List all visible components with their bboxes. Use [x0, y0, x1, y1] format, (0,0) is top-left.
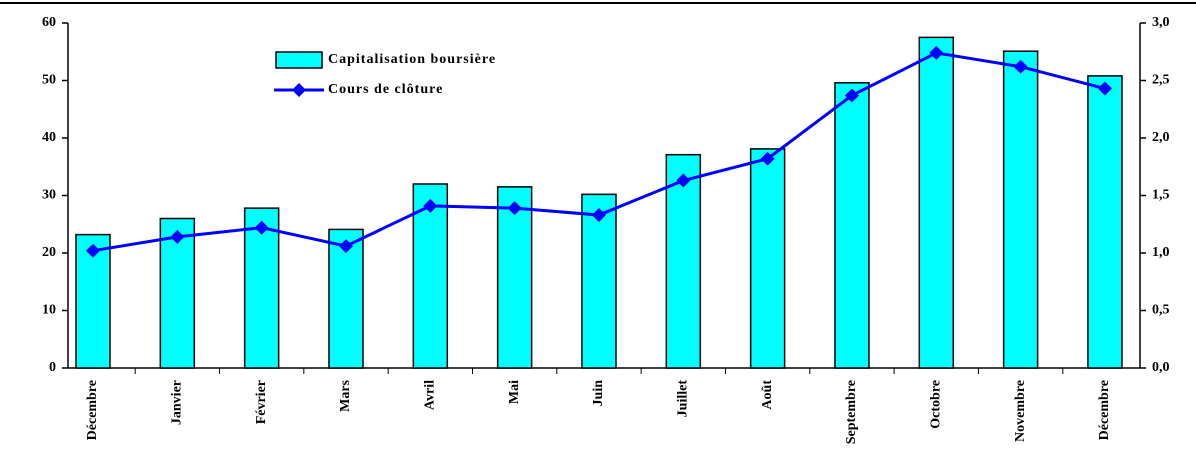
bar: [243, 207, 280, 369]
x-tick-label: Décembre: [85, 380, 100, 440]
legend-label: Capitalisation boursière: [328, 52, 496, 67]
y-tick-label: 50: [42, 73, 56, 88]
legend-marker: [292, 83, 306, 97]
line-marker: [1097, 81, 1112, 96]
x-tick-label: Février: [254, 380, 269, 424]
bar: [581, 193, 617, 369]
line-marker: [170, 229, 185, 244]
line-marker: [507, 201, 522, 216]
y2-tick-label: 2,0: [1152, 130, 1170, 145]
bar: [918, 36, 955, 369]
x-tick-label: Mars: [338, 379, 353, 411]
line-marker: [86, 243, 100, 258]
line-marker: [844, 88, 859, 103]
bar: [834, 82, 870, 369]
y-tick-label: 20: [42, 245, 56, 260]
x-tick-label: Novembre: [1013, 380, 1028, 442]
x-tick-label: Mai: [507, 380, 522, 404]
y2-tick-label: 2,5: [1152, 73, 1170, 88]
x-tick-label: Juin: [591, 380, 606, 407]
line-marker: [676, 173, 691, 188]
x-tick-label: Décembre: [1097, 380, 1112, 440]
legend-label: Cours de clôture: [328, 82, 443, 97]
x-tick-label: Janvier: [170, 380, 185, 425]
line-marker: [338, 239, 353, 254]
line-marker: [423, 198, 438, 213]
y-tick-label: 40: [42, 130, 56, 145]
bar: [328, 228, 364, 369]
line-marker: [591, 208, 606, 223]
bar: [496, 186, 533, 369]
y2-tick-label: 3,0: [1152, 15, 1170, 30]
bar: [749, 148, 786, 369]
x-tick-label: Avril: [423, 380, 438, 410]
line-marker: [254, 220, 269, 235]
bar: [665, 153, 702, 369]
line-marker: [1013, 59, 1028, 74]
bar: [1087, 75, 1123, 369]
y-tick-label: 10: [42, 303, 56, 318]
y-tick-label: 0: [49, 360, 56, 375]
x-tick-label: Octobre: [929, 380, 944, 429]
bar: [1002, 50, 1039, 369]
y-tick-label: 30: [42, 188, 56, 203]
x-tick-label: Août: [760, 380, 775, 410]
bar: [412, 183, 449, 369]
x-tick-label: Juillet: [676, 380, 691, 418]
line-marker: [929, 45, 944, 60]
x-tick-label: Septembre: [844, 380, 859, 444]
line-marker: [760, 151, 775, 166]
y2-tick-label: 0,5: [1152, 303, 1170, 318]
legend-swatch: [275, 51, 323, 69]
y2-tick-label: 1,5: [1152, 188, 1170, 203]
y2-tick-label: 0,0: [1152, 360, 1170, 375]
y-tick-label: 60: [42, 15, 56, 30]
y2-tick-label: 1,0: [1152, 245, 1170, 260]
